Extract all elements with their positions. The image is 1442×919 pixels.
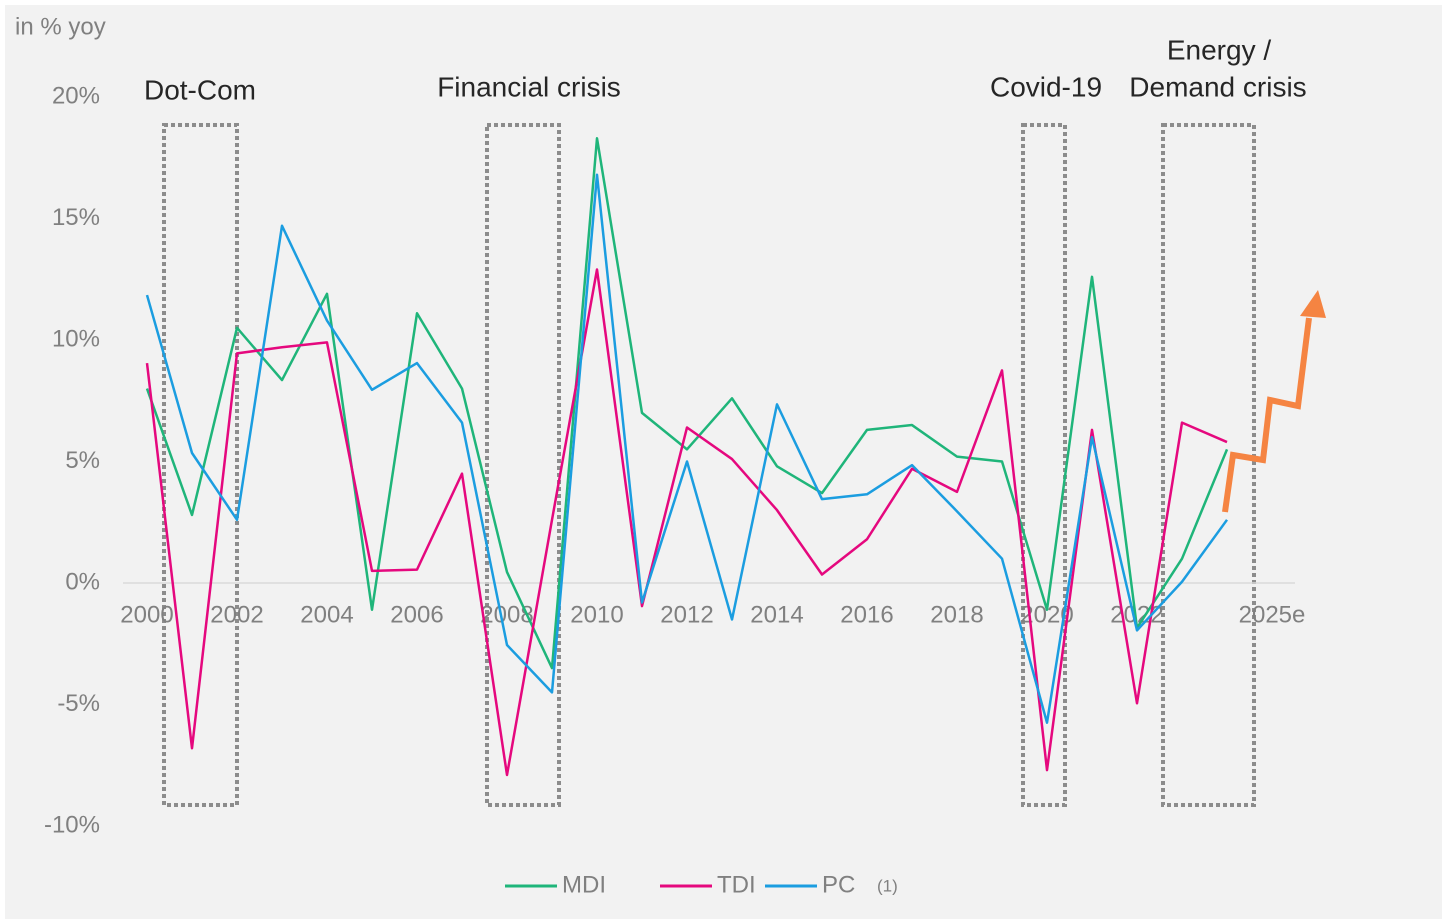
x-tick-label: 2002 <box>210 601 263 628</box>
y-tick-label: -5% <box>57 690 100 717</box>
x-tick-label: 2018 <box>930 601 983 628</box>
x-tick-label: 2014 <box>750 601 803 628</box>
annotation: Financial crisis <box>437 71 621 102</box>
legend-label: MDI <box>562 871 606 898</box>
crisis-box <box>1021 123 1067 807</box>
series-line <box>145 268 1228 777</box>
x-tick-label: 2016 <box>840 601 893 628</box>
x-tick-label: 2006 <box>390 601 443 628</box>
background <box>5 5 1442 919</box>
forecast-arrow-head <box>1300 290 1326 318</box>
legend-label: PC <box>822 871 855 898</box>
annotation: Energy / <box>1167 34 1271 65</box>
annotation: Demand crisis <box>1129 71 1306 102</box>
y-tick-label: -10% <box>44 811 100 838</box>
legend-label: TDI <box>717 871 756 898</box>
x-tick-label: 2008 <box>480 601 533 628</box>
y-tick-label: 20% <box>52 82 100 109</box>
crisis-box <box>162 123 239 807</box>
y-tick-label: 5% <box>65 447 100 474</box>
y-tick-label: 0% <box>65 568 100 595</box>
x-tick-label: 2025e <box>1239 601 1306 628</box>
y-tick-label: 10% <box>52 325 100 352</box>
y-axis-label: in % yoy <box>15 13 106 40</box>
annotation: Covid-19 <box>990 71 1102 102</box>
legend: MDI TDI PC (1) <box>505 871 898 898</box>
y-tick-label: 15% <box>52 204 100 231</box>
forecast-arrow <box>1222 317 1312 513</box>
series-line <box>145 173 1229 724</box>
x-tick-label: 2010 <box>570 601 623 628</box>
series-line <box>145 137 1229 670</box>
legend-note: (1) <box>877 876 898 895</box>
x-tick-label: 2012 <box>660 601 713 628</box>
crisis-box <box>485 123 561 807</box>
x-tick-label: 2004 <box>300 601 353 628</box>
annotation: Dot-Com <box>144 74 256 105</box>
x-tick-label: 2000 <box>120 601 173 628</box>
crisis-box <box>1161 123 1256 807</box>
